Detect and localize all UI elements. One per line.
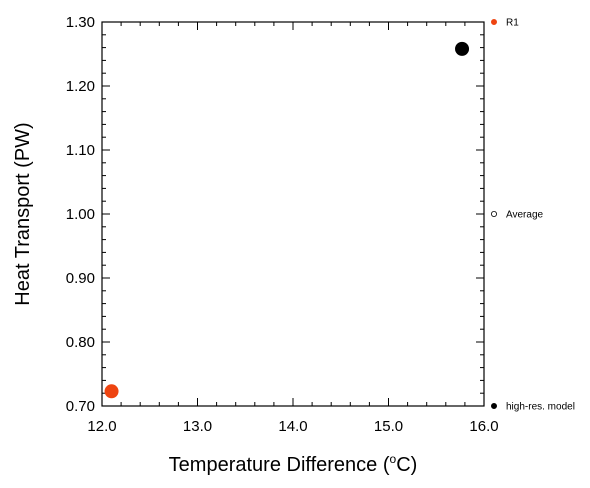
legend-label: high-res. model	[506, 402, 575, 413]
y-tick-label: 1.30	[66, 14, 95, 31]
legend-marker	[490, 210, 497, 217]
x-tick-label: 14.0	[278, 418, 307, 435]
y-axis: 0.70 0.80 0.90 1.00 1.10 1.20 1.30	[66, 14, 484, 415]
x-axis-title-unit: o	[390, 452, 397, 466]
x-tick-label: 15.0	[374, 418, 403, 435]
data-point	[455, 41, 470, 56]
legend-marker	[490, 18, 497, 25]
x-axis-title-suffix: C)	[396, 454, 417, 476]
y-tick-label: 0.90	[66, 270, 95, 287]
legend-label: R1	[506, 18, 519, 29]
y-axis-title: Heat Transport (PW)	[12, 122, 34, 305]
x-tick-label: 12.0	[87, 418, 116, 435]
y-tick-label: 1.20	[66, 78, 95, 95]
x-tick-label: 16.0	[469, 418, 498, 435]
plot-border	[101, 21, 485, 407]
x-tick-label: 13.0	[183, 418, 212, 435]
y-tick-label: 1.00	[66, 206, 95, 223]
plot-frame	[101, 21, 485, 407]
y-tick-label: 0.70	[66, 398, 95, 415]
data-point	[104, 384, 119, 399]
legend-marker	[490, 402, 497, 409]
legend: R1 Average high-res. model	[490, 18, 575, 413]
x-axis: 12.0 13.0 14.0 15.0 16.0	[87, 22, 499, 435]
y-tick-label: 0.80	[66, 334, 95, 351]
data-points	[104, 41, 470, 399]
legend-label: Average	[506, 210, 544, 221]
x-axis-title: Temperature Difference (oC)	[169, 452, 418, 476]
y-tick-label: 1.10	[66, 142, 95, 159]
